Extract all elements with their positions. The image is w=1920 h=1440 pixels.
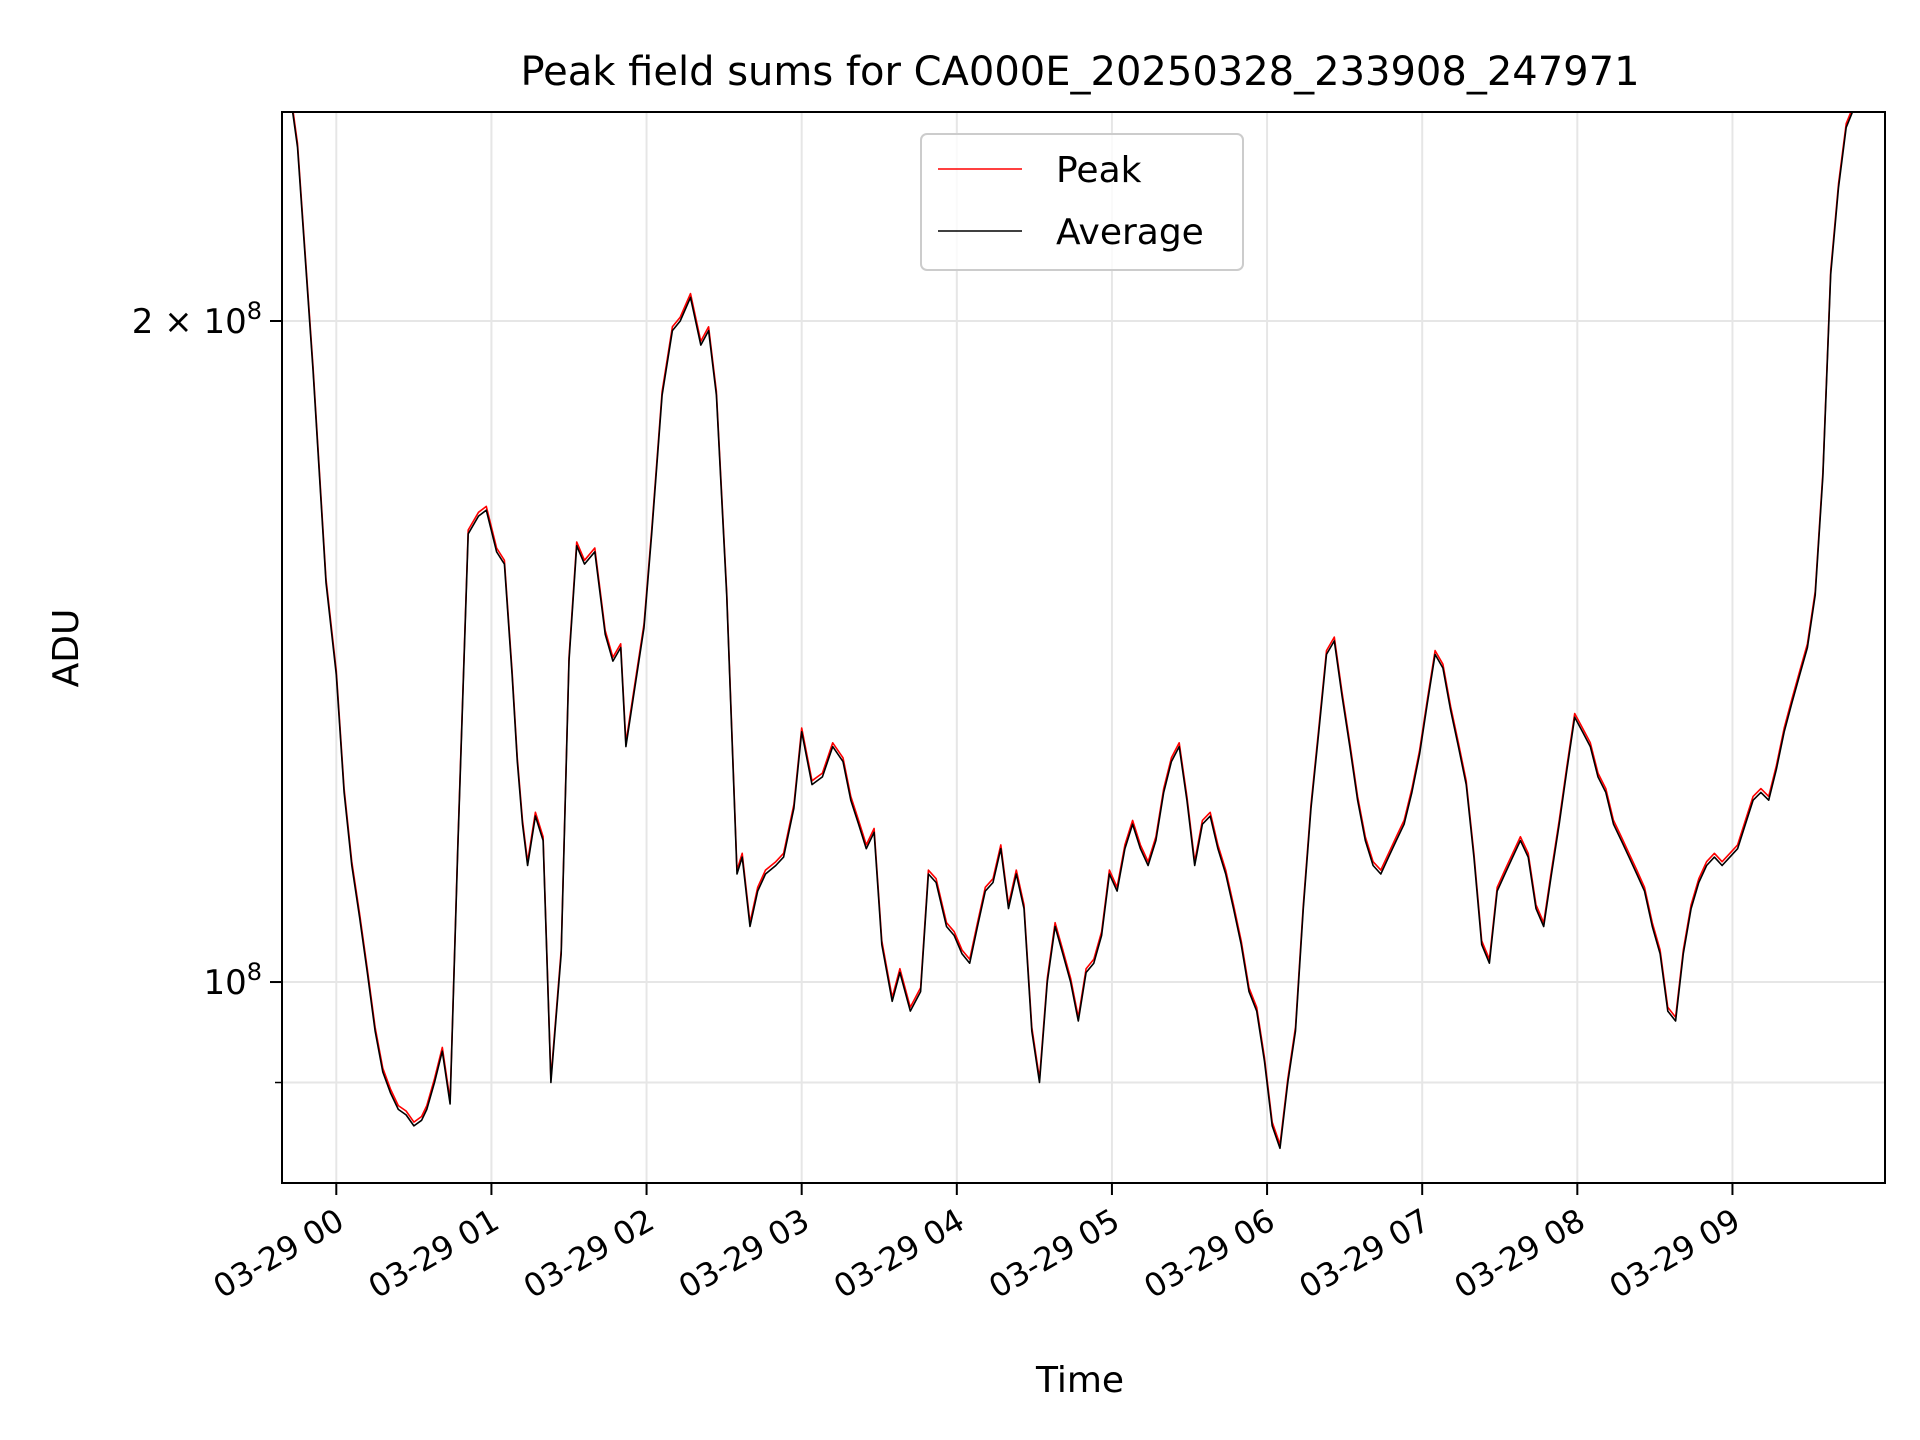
y-tick-label: 2 × 108 [132,297,262,342]
x-axis-label: Time [1035,1360,1124,1401]
grid [282,112,1885,1183]
plot-area-frame [281,111,1886,1184]
legend: Peak Average [920,133,1244,271]
legend-label-average: Average [1056,212,1204,253]
y-axis-ticks: 108 2 × 108 [132,297,282,1084]
y-tick-label: 108 [203,958,262,1003]
y-axis-label: ADU [46,609,87,688]
series-layer [291,112,1854,1150]
legend-box [920,133,1244,271]
legend-label-peak: Peak [1056,150,1142,191]
chart-title: Peak field sums for CA000E_20250328_2339… [520,49,1639,95]
series-line-average [291,112,1854,1150]
